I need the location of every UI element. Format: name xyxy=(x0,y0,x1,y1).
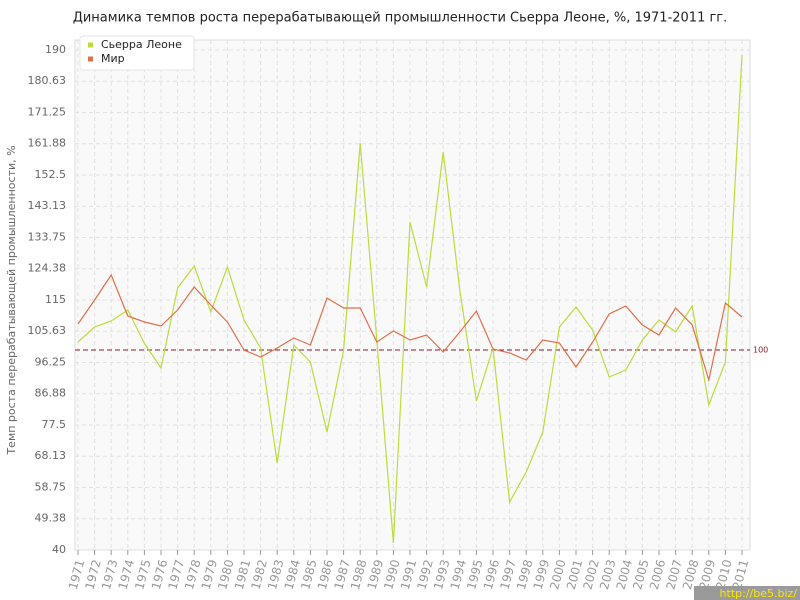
y-tick-label: 96.25 xyxy=(35,356,67,369)
y-tick-label: 143.13 xyxy=(28,199,67,212)
y-tick-label: 40 xyxy=(52,543,66,556)
series-line xyxy=(77,273,743,383)
chart-title: Динамика темпов роста перерабатывающей п… xyxy=(73,11,728,26)
legend-label: Мир xyxy=(101,52,125,65)
y-tick-label: 77.5 xyxy=(42,418,67,431)
y-tick-label: 49.38 xyxy=(35,512,67,525)
y-tick-label: 133.75 xyxy=(28,231,67,244)
watermark-bg xyxy=(694,586,800,600)
y-tick-label: 124.38 xyxy=(28,262,67,275)
reference-label: 100 xyxy=(753,346,768,355)
y-tick-label: 190 xyxy=(45,43,66,56)
legend-swatch xyxy=(88,42,93,48)
y-tick-label: 86.88 xyxy=(35,387,67,400)
plot-area xyxy=(74,39,751,551)
series-line xyxy=(77,54,743,544)
legend-label: Сьерра Леоне xyxy=(101,38,182,51)
legend-box xyxy=(79,35,195,71)
y-tick-label: 58.75 xyxy=(35,481,67,494)
y-tick-label: 115 xyxy=(45,293,66,306)
watermark: http://be5.biz/ xyxy=(720,587,798,600)
y-axis-label: Темп роста перерабатывающей промышленнос… xyxy=(5,145,18,455)
y-tick-label: 171.25 xyxy=(28,106,67,119)
y-tick-label: 161.88 xyxy=(28,137,67,150)
y-tick-label: 68.13 xyxy=(35,449,67,462)
y-tick-label: 180.63 xyxy=(28,74,67,87)
legend-swatch xyxy=(88,56,93,62)
y-tick-label: 152.5 xyxy=(35,168,67,181)
y-tick-label: 105.63 xyxy=(28,324,67,337)
